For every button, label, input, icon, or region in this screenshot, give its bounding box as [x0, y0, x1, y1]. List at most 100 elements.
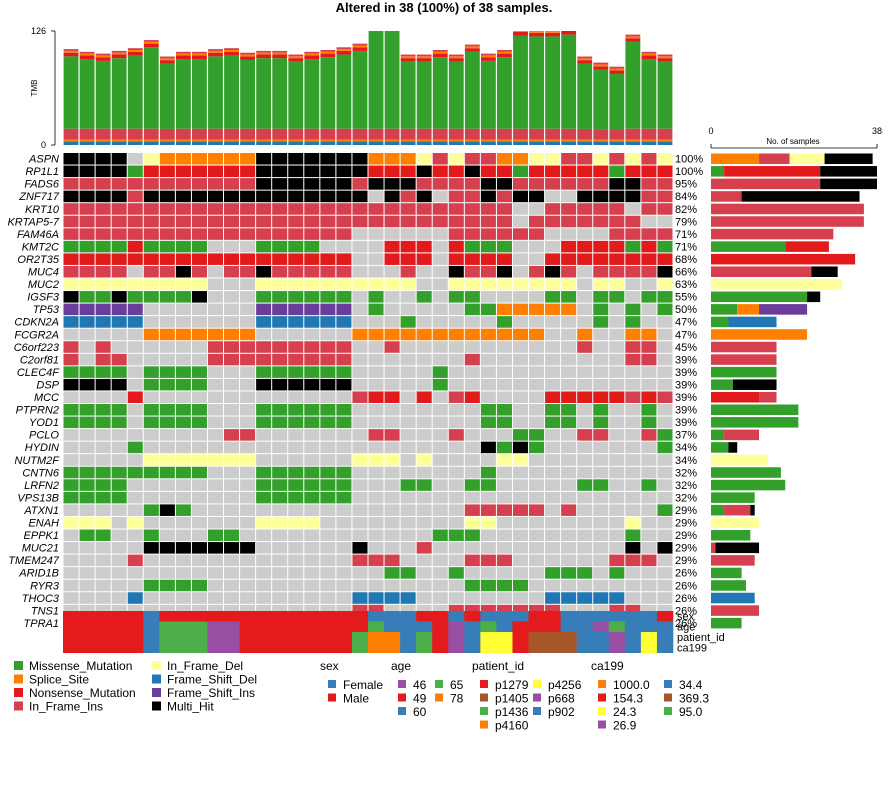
tmb-bar-segment: [127, 139, 143, 142]
matrix-cell: [577, 190, 593, 203]
matrix-cell: [272, 404, 288, 416]
matrix-cell: [496, 491, 512, 504]
clinical-cell: [79, 642, 96, 653]
matrix-cell: [368, 579, 384, 592]
matrix-cell: [480, 529, 496, 542]
matrix-cell: [336, 604, 352, 617]
matrix-cell: [191, 178, 207, 190]
matrix-cell: [480, 491, 496, 504]
matrix-cell: [384, 441, 400, 454]
matrix-cell: [464, 328, 480, 341]
matrix-cell: [63, 579, 79, 592]
matrix-cell: [480, 416, 496, 429]
gene-label: RP1L1: [25, 166, 59, 178]
matrix-cell: [240, 291, 256, 303]
tmb-bar-segment: [368, 31, 384, 129]
matrix-cell: [416, 592, 432, 604]
matrix-cell: [159, 491, 175, 504]
matrix-cell: [159, 165, 175, 178]
clinical-cell: [384, 632, 401, 643]
matrix-cell: [336, 203, 352, 215]
matrix-cell: [416, 253, 432, 265]
matrix-cell: [609, 190, 625, 203]
gene-label: THOC3: [22, 593, 60, 605]
tmb-bar-segment: [352, 47, 368, 51]
tmb-bar-segment: [143, 128, 159, 140]
matrix-cell: [352, 504, 368, 516]
gene-sample-bar: [785, 241, 829, 252]
matrix-cell: [641, 203, 657, 215]
matrix-cell: [207, 328, 224, 341]
tmb-bar-segment: [288, 128, 304, 140]
clinical-cell: [368, 611, 385, 622]
tmb-bar-segment: [497, 139, 512, 142]
matrix-cell: [448, 491, 464, 504]
matrix-cell: [207, 504, 224, 516]
matrix-cell: [400, 153, 416, 165]
tmb-bar-segment: [545, 141, 561, 145]
matrix-cell: [480, 253, 496, 265]
matrix-cell: [191, 291, 207, 303]
matrix-cell: [191, 441, 207, 454]
matrix-cell: [272, 491, 288, 504]
matrix-cell: [464, 265, 480, 278]
matrix-cell: [384, 353, 400, 366]
matrix-cell: [320, 253, 336, 265]
matrix-cell: [143, 378, 159, 391]
matrix-cell: [529, 278, 545, 291]
tmb-bar-segment: [224, 141, 239, 145]
matrix-cell: [304, 153, 320, 165]
matrix-cell: [175, 316, 191, 328]
matrix-cell: [368, 554, 384, 567]
matrix-cell: [320, 291, 336, 303]
matrix-cell: [400, 291, 416, 303]
matrix-cell: [288, 178, 304, 190]
tmb-bar-segment: [240, 56, 256, 60]
gene-label: HYDIN: [25, 442, 59, 454]
matrix-cell: [384, 604, 400, 617]
matrix-cell: [657, 567, 673, 579]
matrix-cell: [464, 303, 480, 316]
matrix-cell: [304, 441, 320, 454]
matrix-cell: [529, 303, 545, 316]
matrix-cell: [593, 165, 609, 178]
matrix-cell: [191, 215, 207, 228]
tmb-bar-segment: [464, 44, 480, 47]
matrix-cell: [625, 516, 641, 529]
matrix-cell: [480, 579, 496, 592]
matrix-cell: [79, 466, 95, 479]
clinical-cell: [496, 621, 513, 632]
matrix-cell: [336, 491, 352, 504]
matrix-cell: [288, 303, 304, 316]
matrix-cell: [480, 429, 496, 441]
matrix-cell: [416, 479, 432, 491]
matrix-cell: [63, 165, 79, 178]
tmb-bar-segment: [609, 66, 625, 69]
tmb-bar-segment: [432, 57, 448, 129]
matrix-cell: [224, 203, 240, 215]
matrix-cell: [593, 278, 609, 291]
matrix-cell: [63, 554, 79, 567]
matrix-cell: [256, 542, 272, 554]
tmb-bar-segment: [384, 31, 400, 129]
gene-sample-bar: [724, 504, 751, 516]
matrix-cell: [416, 265, 432, 278]
legend-title: patient_id: [472, 659, 524, 673]
matrix-cell: [336, 479, 352, 491]
tmb-bar-segment: [111, 54, 127, 59]
matrix-cell: [111, 416, 127, 429]
matrix-cell: [127, 479, 143, 491]
matrix-cell: [512, 153, 529, 165]
matrix-cell: [529, 391, 545, 403]
matrix-cell: [352, 416, 368, 429]
matrix-cell: [416, 303, 432, 316]
matrix-cell: [657, 491, 673, 504]
matrix-cell: [496, 303, 512, 316]
tmb-bar-segment: [256, 50, 272, 53]
matrix-cell: [609, 278, 625, 291]
matrix-cell: [63, 278, 79, 291]
matrix-cell: [577, 567, 593, 579]
matrix-cell: [191, 165, 207, 178]
legend-label: 34.4: [679, 678, 703, 692]
matrix-cell: [416, 203, 432, 215]
